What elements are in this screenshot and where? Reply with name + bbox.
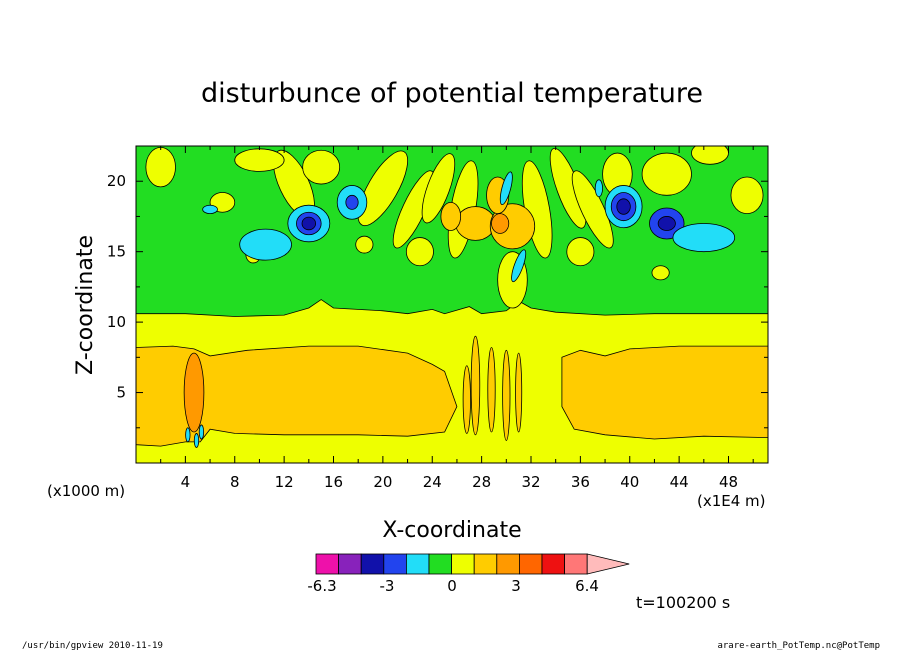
wave-cold-cell	[193, 433, 200, 448]
x-tick-label: 24	[423, 473, 442, 491]
y-tick-label: 5	[116, 384, 126, 402]
x-tick-label: 44	[670, 473, 689, 491]
y-tick-label: 20	[107, 172, 126, 190]
mountain-wave-core	[183, 352, 205, 433]
x-tick-label: 4	[181, 473, 191, 491]
x-axis-label: X-coordinate	[382, 518, 521, 543]
warm-layer-left	[136, 345, 458, 447]
wave-cold-cell	[185, 427, 191, 443]
y-unit-label: (x1000 m)	[47, 482, 125, 500]
turbulent-wisp	[515, 352, 523, 433]
x-unit-label: (x1E4 m)	[697, 492, 766, 510]
cold-anomaly	[616, 198, 631, 215]
x-tick-label: 36	[571, 473, 590, 491]
colorbar-segment	[405, 553, 430, 575]
colorbar-tick-label: -6.3	[307, 577, 336, 595]
colorbar-segment	[451, 553, 475, 575]
colorbar-segment	[338, 553, 362, 575]
colorbar-tick-label: 6.4	[575, 577, 599, 595]
cold-anomaly	[301, 216, 317, 231]
yellow-streak	[641, 152, 692, 196]
colorbar-segment	[360, 553, 385, 575]
x-tick-label: 8	[230, 473, 240, 491]
yellow-streak	[234, 148, 285, 172]
colorbar-segment	[473, 553, 498, 575]
yellow-streak	[355, 235, 374, 254]
colorbar-segment	[564, 553, 588, 575]
colorbar-tick-label: 0	[447, 577, 457, 595]
yellow-streak	[566, 237, 595, 267]
cold-anomaly	[672, 223, 736, 253]
x-tick-label: 32	[521, 473, 540, 491]
wave-cold-cell	[198, 424, 205, 440]
warm-layer-right	[561, 345, 768, 440]
colorbar-segment	[315, 553, 340, 575]
warm-core	[491, 213, 510, 234]
turbulent-wisp	[502, 349, 511, 441]
warm-cluster	[440, 201, 462, 231]
colorbar-tick-label: 3	[511, 577, 521, 595]
colorbar-segment	[496, 553, 520, 575]
colorbar	[315, 553, 630, 575]
contour-field	[136, 146, 768, 463]
footer-left-text: /usr/bin/gpview 2010-11-19	[22, 641, 163, 651]
x-tick-label: 20	[373, 473, 392, 491]
yellow-streak	[730, 176, 764, 215]
colorbar-labels: -6.3 -3 0 3 6.4	[307, 577, 599, 595]
cold-anomaly	[239, 228, 292, 261]
x-tick-label: 40	[620, 473, 639, 491]
colorbar-tick-label: -3	[380, 577, 395, 595]
colorbar-segment	[383, 553, 407, 575]
x-axis: 4 8 12 16 20 24 28 32 36 40 44 48	[160, 146, 754, 491]
cold-anomaly	[594, 179, 603, 198]
yellow-streak	[571, 170, 614, 249]
x-tick-label: 16	[324, 473, 343, 491]
cold-anomaly	[202, 204, 218, 215]
time-label: t=100200 s	[636, 593, 730, 612]
turbulent-wisp	[470, 335, 481, 436]
footer-right-text: arare-earth_PotTemp.nc@PotTemp	[717, 641, 880, 651]
turbulent-wisp	[462, 365, 471, 434]
colorbar-segment	[541, 553, 566, 575]
yellow-streak	[421, 153, 456, 224]
cold-anomaly	[511, 249, 527, 283]
cold-anomaly	[657, 216, 676, 231]
colorbar-max-arrow	[586, 553, 630, 575]
turbulent-wisp	[487, 347, 496, 433]
yellow-streak	[405, 237, 434, 267]
warm-cluster	[455, 206, 496, 241]
y-axis: 5 10 15 20	[107, 172, 768, 429]
yellow-streak	[651, 265, 670, 281]
colorbar-segment	[428, 553, 453, 575]
x-tick-label: 48	[719, 473, 738, 491]
yellow-streak	[691, 146, 729, 165]
y-tick-label: 15	[107, 243, 126, 261]
chart-title: disturbunce of potential temperature	[201, 78, 703, 109]
y-axis-label: Z-coordinate	[73, 235, 98, 375]
y-tick-label: 10	[107, 313, 126, 331]
yellow-streak	[302, 149, 341, 185]
yellow-streak	[145, 147, 176, 188]
x-tick-label: 28	[472, 473, 491, 491]
cold-anomaly	[345, 194, 359, 210]
x-tick-label: 12	[275, 473, 294, 491]
cold-anomaly	[499, 171, 513, 206]
colorbar-segment	[519, 553, 543, 575]
plot-frame	[135, 145, 769, 464]
yellow-streak	[357, 150, 408, 227]
